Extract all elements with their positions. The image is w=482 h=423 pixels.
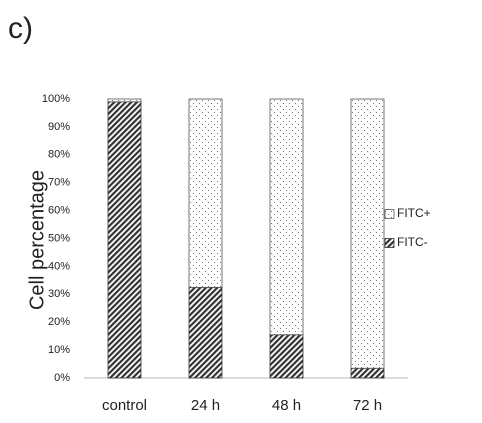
y-tick-label: 20% [48,316,70,328]
y-tick-label: 70% [48,177,70,189]
y-tick-label: 30% [48,288,70,300]
legend-swatch [384,209,395,219]
x-tick-label: 48 h [272,397,301,414]
y-tick-label: 80% [48,149,70,161]
legend-label: FITC+ [397,206,431,220]
y-tick-label: 90% [48,121,70,133]
y-tick-label: 50% [48,232,70,244]
bar-segment [188,98,223,288]
bar-segment [107,101,142,379]
bar-segment [350,367,385,379]
bar-segment [107,98,142,103]
y-axis-label: Cell percentage [26,170,48,310]
bar-segment [269,334,304,379]
bar-segment [350,98,385,369]
legend-label: FITC- [397,235,428,249]
x-tick-label: 72 h [353,397,382,414]
x-tick-label: control [102,397,147,414]
y-tick-label: 60% [48,205,70,217]
x-tick-label: 24 h [191,397,220,414]
legend-swatch [384,238,395,248]
y-tick-label: 0% [54,372,70,384]
bar-segment [269,98,304,336]
panel-label: c) [8,12,33,45]
y-tick-label: 100% [42,93,70,105]
y-tick-label: 10% [48,344,70,356]
bar-segment [188,286,223,379]
y-tick-label: 40% [48,260,70,272]
